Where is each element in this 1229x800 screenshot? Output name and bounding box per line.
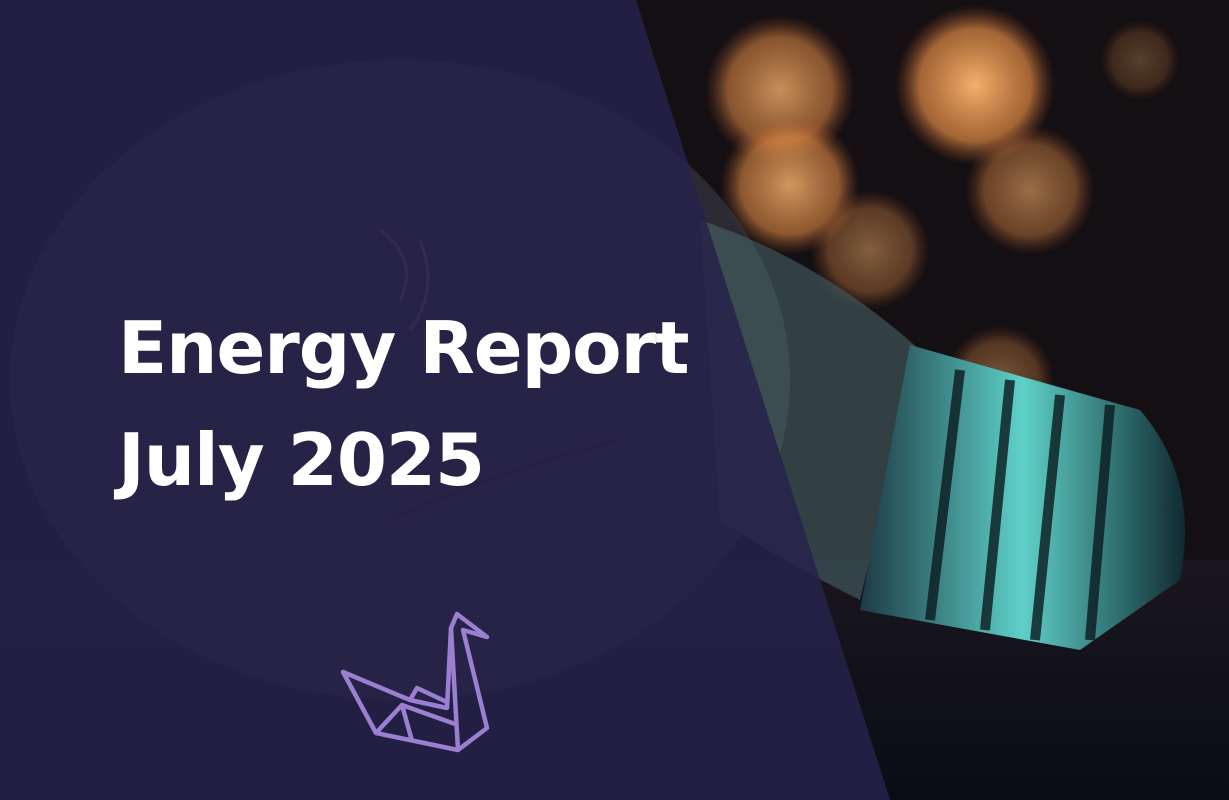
- title-line-2: July 2025: [118, 418, 485, 502]
- title-line-1: Energy Report: [118, 306, 690, 390]
- slide-title: Energy Report July 2025: [118, 292, 690, 516]
- bokeh-lights: [705, 5, 1180, 435]
